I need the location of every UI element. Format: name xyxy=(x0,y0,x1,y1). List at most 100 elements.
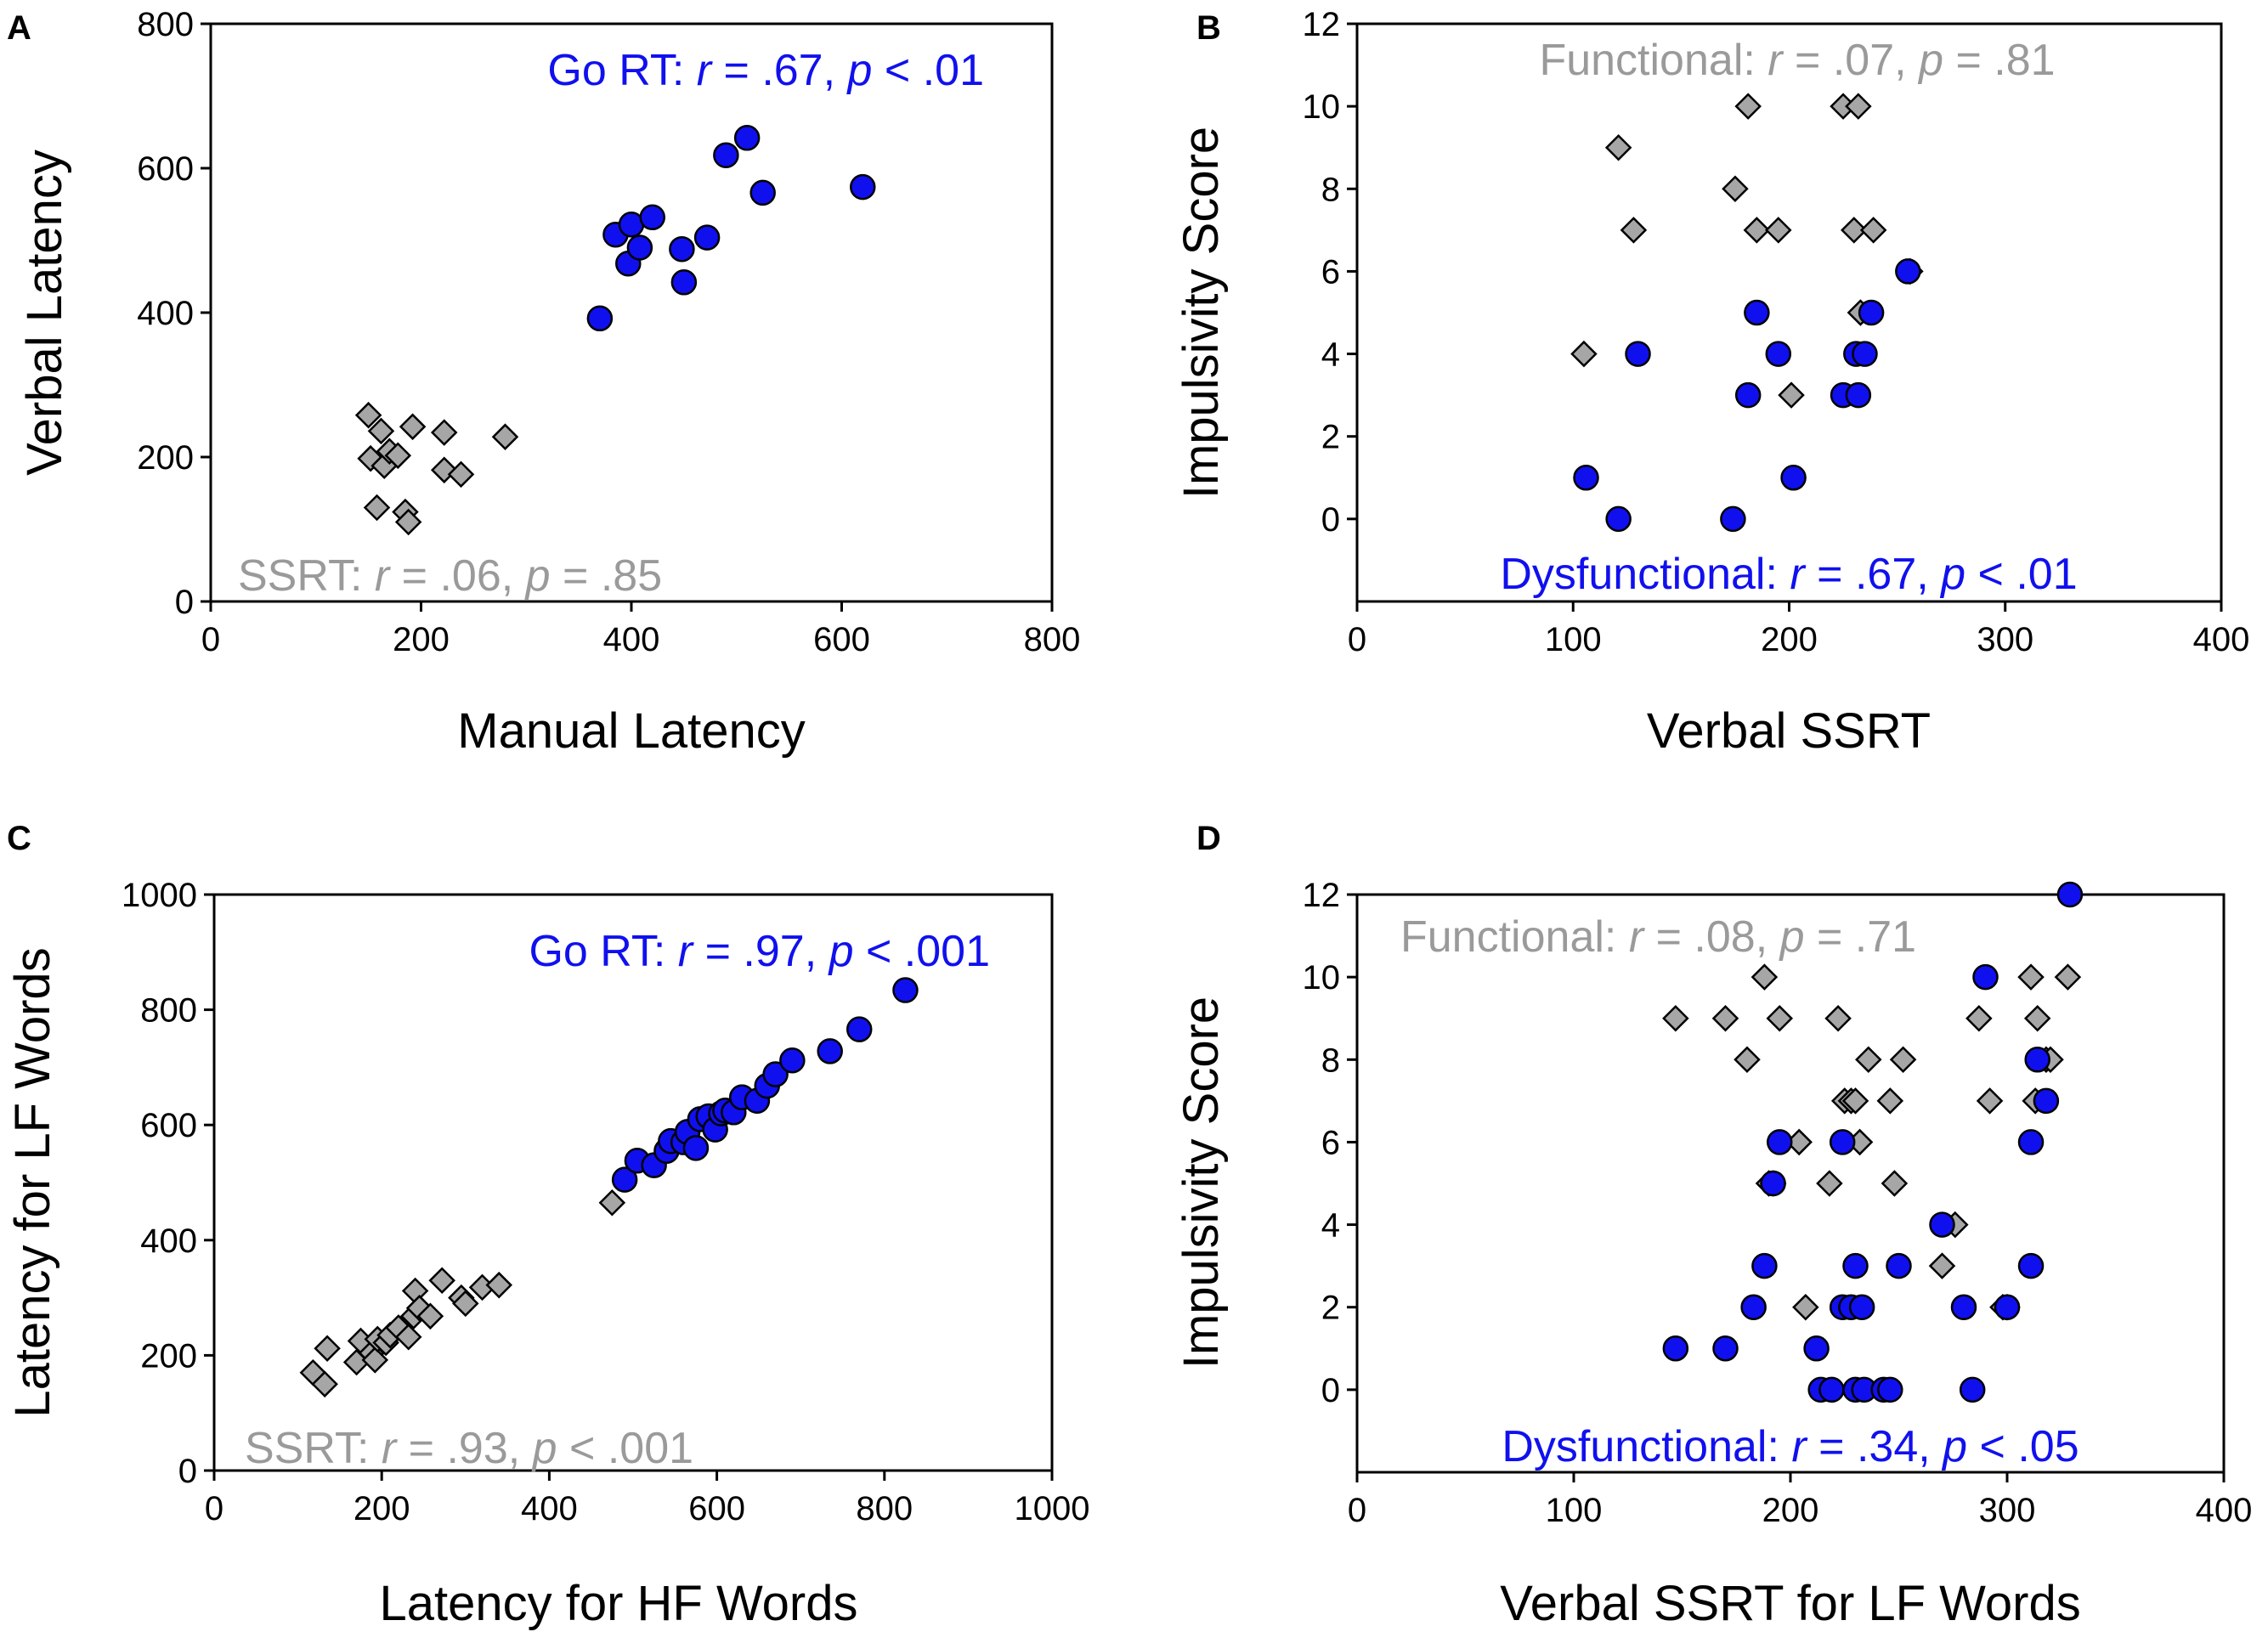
panel-c-go-rt-point xyxy=(892,977,919,1003)
panel-a-ssrt-point xyxy=(363,494,391,522)
panel-a-ssrt-point xyxy=(399,413,427,441)
panel-b-functional-point xyxy=(1841,217,1868,244)
panel-a-go-rt-point xyxy=(749,179,776,206)
panel-a-annotation-go-rt: Go RT: r = .67, p < .01 xyxy=(547,46,984,95)
panel-d-x-tick-label: 0 xyxy=(1348,1492,1366,1529)
panel-d-dysfunctional-point xyxy=(2056,881,2084,908)
panel-d-dysfunctional-point xyxy=(2024,1047,2050,1073)
panel-b-x-tick-label: 300 xyxy=(1977,621,2033,658)
panel-b-x-tick-label: 200 xyxy=(1761,621,1818,658)
panel-a-y-axis-label: Verbal Latency xyxy=(17,150,72,476)
panel-d-x-tick-label: 100 xyxy=(1546,1492,1603,1529)
panel-d-dysfunctional-point xyxy=(1886,1252,1912,1279)
panel-c-x-axis-label: Latency for HF Words xyxy=(379,1576,857,1631)
panel-d-dysfunctional-point xyxy=(2017,1129,2045,1155)
panel-d-y-tick-label: 2 xyxy=(1321,1290,1340,1327)
panel-d-label: D xyxy=(1196,820,1221,857)
panel-d-dysfunctional-point xyxy=(1760,1170,1786,1197)
panel-d-dysfunctional-point xyxy=(1740,1294,1767,1320)
panel-b-y-tick-label: 6 xyxy=(1321,253,1340,291)
panel-a-go-rt-point xyxy=(713,142,739,168)
panel-d-dysfunctional-point xyxy=(1842,1252,1869,1279)
panel-d-functional-point xyxy=(1792,1293,1819,1321)
panel-d-dysfunctional-point xyxy=(1829,1129,1856,1155)
panel-d-dysfunctional-point xyxy=(1929,1211,1955,1238)
panel-c-go-rt-point xyxy=(762,1061,789,1087)
panel-d-x-axis-label: Verbal SSRT for LF Words xyxy=(1500,1576,2080,1631)
panel-a-x-tick-label: 800 xyxy=(1024,621,1081,658)
panel-a-ssrt-point xyxy=(384,442,412,470)
panel-c-ssrt-point xyxy=(452,1290,479,1318)
panel-d-annotation-dysfunctional: Dysfunctional: r = .34, p < .05 xyxy=(1502,1422,2079,1471)
panel-b-functional-point xyxy=(1859,217,1887,244)
panel-c-plot-frame xyxy=(212,893,1054,1472)
panel-b-dysfunctional-point xyxy=(1895,258,1921,285)
panel-d-dysfunctional-point xyxy=(1950,1294,1977,1320)
panel-c-go-rt-point xyxy=(611,1166,638,1193)
panel-d-y-tick-label: 10 xyxy=(1303,959,1341,997)
panel-c-ssrt-point xyxy=(311,1370,338,1398)
panel-c-ssrt-point xyxy=(428,1267,455,1295)
panel-d-dysfunctional-point xyxy=(1662,1335,1689,1362)
panel-c-x-tick-label: 1000 xyxy=(1015,1490,1090,1527)
panel-c-x-tick-label: 600 xyxy=(688,1490,745,1527)
panel-c-label: C xyxy=(7,820,31,857)
panel-d-functional-point xyxy=(2017,963,2045,991)
panel-b-functional-point xyxy=(1620,217,1648,244)
panel-c-x-tick-label: 200 xyxy=(353,1490,410,1527)
panel-b-dysfunctional-point xyxy=(1780,465,1807,491)
panel-c-annotation-go-rt: Go RT: r = .97, p < .001 xyxy=(529,927,990,976)
panel-d-y-tick-label: 12 xyxy=(1303,877,1341,914)
panel-a-ssrt-point xyxy=(447,460,475,488)
panel-d-y-axis-label: Impulsivity Score xyxy=(1174,997,1229,1369)
panel-a-go-rt-point xyxy=(626,234,653,261)
panel-c-y-tick-label: 0 xyxy=(178,1453,197,1490)
panel-a-ssrt-point xyxy=(367,417,395,445)
panel-c-ssrt-point xyxy=(416,1302,444,1330)
panel-a-label: A xyxy=(7,9,31,47)
panel-d-functional-point xyxy=(1976,1087,2004,1115)
panel-d-x-tick-label: 300 xyxy=(1979,1492,2036,1529)
panel-c-ssrt-point xyxy=(361,1347,389,1374)
panel-c-y-axis-label: Latency for LF Words xyxy=(5,947,60,1417)
panel-d-functional-point xyxy=(1662,1004,1689,1032)
panel-b-functional-point xyxy=(1765,217,1792,244)
panel-b-dysfunctional-point xyxy=(1734,381,1762,409)
panel-d-dysfunctional-point xyxy=(1959,1376,1986,1403)
panel-a-ssrt-point xyxy=(430,419,458,446)
panel-c-go-rt-point xyxy=(779,1047,806,1074)
panel-c-x-tick-label: 0 xyxy=(205,1490,223,1527)
panel-d-y-tick-label: 6 xyxy=(1321,1124,1340,1161)
panel-a-y-tick-label: 0 xyxy=(175,584,194,621)
panel-a-plot-frame xyxy=(209,22,1054,603)
panel-a-x-tick-label: 200 xyxy=(393,621,450,658)
panel-c-go-rt-point xyxy=(682,1135,710,1161)
panel-d-y-tick-label: 0 xyxy=(1321,1372,1340,1409)
panel-c-y-tick-label: 1000 xyxy=(122,877,197,914)
panel-c-x-tick-label: 400 xyxy=(521,1490,578,1527)
panel-d-functional-point xyxy=(1766,1004,1794,1032)
panel-d-functional-point xyxy=(1750,963,1779,991)
panel-b-functional-point xyxy=(1604,133,1632,161)
panel-b-dysfunctional-point xyxy=(1858,299,1885,326)
panel-b-y-tick-label: 2 xyxy=(1321,419,1340,456)
panel-a-x-tick-label: 600 xyxy=(813,621,870,658)
panel-b-functional-point xyxy=(1845,93,1872,120)
panel-c-ssrt-point xyxy=(598,1188,626,1217)
panel-b-y-tick-label: 10 xyxy=(1303,88,1341,126)
panel-b-y-tick-label: 12 xyxy=(1303,6,1341,43)
panel-a: A Manual Latency Verbal Latency 0 200 400 6… xyxy=(7,6,1080,759)
panel-d-dysfunctional-point xyxy=(1767,1129,1793,1155)
panel-d-functional-point xyxy=(1734,1046,1761,1074)
panel-c-go-rt-point xyxy=(817,1038,843,1064)
panel-a-annotation-ssrt: SSRT: r = .06, p = .85 xyxy=(238,551,662,601)
panel-b-dysfunctional-point xyxy=(1720,505,1746,533)
panel-a-y-tick-label: 800 xyxy=(137,6,194,43)
panel-a-x-tick-label: 400 xyxy=(603,621,660,658)
panel-d-dysfunctional-point xyxy=(1848,1294,1875,1320)
panel-b-dysfunctional-point xyxy=(1744,299,1770,326)
panel-a-go-rt-point xyxy=(733,125,761,151)
panel-b-y-tick-label: 0 xyxy=(1321,501,1340,539)
panel-c-y-tick-label: 400 xyxy=(140,1222,197,1260)
